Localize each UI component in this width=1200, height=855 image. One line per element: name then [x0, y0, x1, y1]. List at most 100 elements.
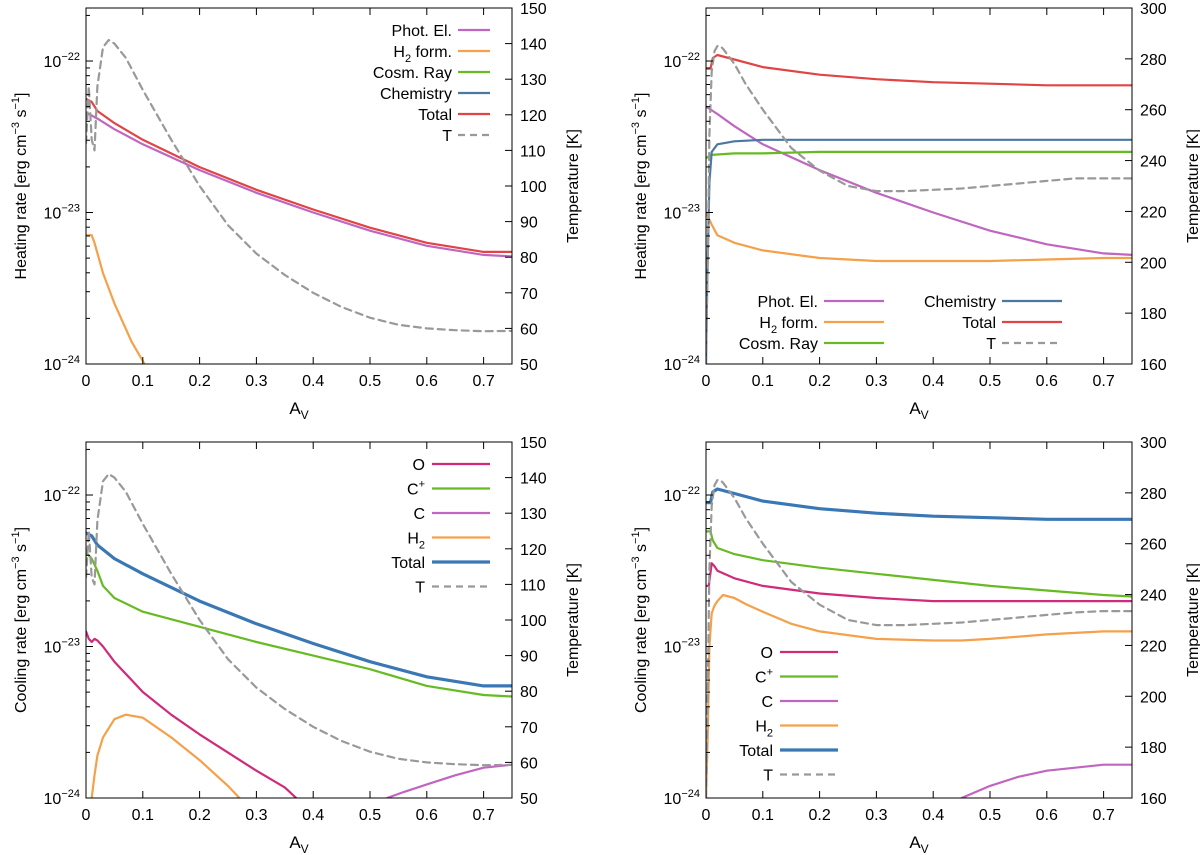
y2-tick-label: 110 — [520, 143, 546, 160]
legend-label: Phot. El. — [758, 294, 818, 311]
series-line-phot-el- — [86, 111, 512, 258]
series-line-c — [385, 763, 512, 798]
y-label-part: ] — [633, 93, 650, 97]
legend-label: H2 form. — [393, 44, 452, 65]
legend-label: H2 form. — [759, 315, 818, 336]
legend-label-end: form. — [411, 44, 452, 61]
series-line-total — [706, 487, 1132, 521]
y2-tick-label: 120 — [520, 108, 547, 125]
y-label-part: Cooling rate [erg cm — [13, 569, 30, 713]
x-tick-label: 0.4 — [302, 373, 324, 390]
y-tick-label: 10−24 — [44, 354, 80, 374]
legend-label: T — [415, 580, 425, 597]
y2-tick-label: 50 — [520, 791, 538, 808]
y-label-sup: −3 — [10, 556, 22, 569]
x-tick-label: 0.7 — [1092, 807, 1114, 824]
x-tick-label: 0.7 — [472, 373, 494, 390]
legend-label: Phot. El. — [392, 23, 452, 40]
y-axis-label: Cooling rate [erg cm−3 s−1] — [630, 527, 650, 713]
y-label-part: s — [13, 110, 30, 122]
y2-tick-label: 200 — [1140, 689, 1167, 706]
x-tick-label: 0.5 — [359, 807, 381, 824]
legend-label: Total — [418, 107, 452, 124]
series-group — [706, 44, 1132, 364]
y-tick-label: 10−22 — [664, 485, 700, 505]
x-tick-label: 0.4 — [302, 807, 324, 824]
y2-tick-label: 300 — [1140, 435, 1167, 452]
legend-label: Chemistry — [380, 86, 452, 103]
y2-tick-label: 90 — [520, 649, 538, 666]
series-line-o — [86, 630, 298, 798]
x-tick-label: 0.3 — [865, 807, 887, 824]
y-label-part: Heating rate [erg cm — [13, 135, 30, 280]
series-line-c — [960, 763, 1132, 798]
y-label-sup: −1 — [10, 97, 22, 110]
y2-tick-label: 70 — [520, 286, 538, 303]
x-tick-label: 0.6 — [1036, 373, 1058, 390]
y-tick-exponent: −23 — [61, 637, 80, 649]
y2-tick-label: 70 — [520, 720, 538, 737]
x-tick-label: 0.6 — [1036, 807, 1058, 824]
x-axis-label: AV — [909, 399, 928, 422]
legend-label: Chemistry — [924, 294, 996, 311]
y2-tick-label: 300 — [1140, 1, 1167, 18]
y2-tick-label: 60 — [520, 755, 538, 772]
x-tick-label: 0.5 — [359, 373, 381, 390]
series-group — [706, 479, 1132, 798]
y2-axis-label: Temperature [K] — [565, 563, 582, 677]
legend-label: O — [413, 457, 425, 474]
y-tick-exponent: −24 — [61, 788, 80, 800]
legend-label: C+ — [407, 479, 425, 499]
y2-axis-label: Temperature [K] — [1185, 563, 1200, 677]
x-tick-label: 0.3 — [245, 807, 267, 824]
panel-1: 0 0.1 0.2 0.3 0.4 0.5 0.6 0.7 10−24 10−23 10−22 50 6… — [10, 1, 582, 422]
y-label-sup: −1 — [630, 531, 642, 544]
legend-label: C+ — [755, 667, 773, 687]
y-tick-label: 10−23 — [664, 203, 700, 223]
y2-tick-label: 120 — [520, 542, 547, 559]
y-tick-exponent: −22 — [61, 485, 80, 497]
legend: Phot. El. H2 form.Cosm. Ray Chemistry Total… — [739, 294, 1062, 353]
y2-tick-label: 140 — [520, 471, 547, 488]
x-tick-label: 0 — [82, 807, 91, 824]
y-tick-label: 10−23 — [44, 637, 80, 657]
x-axis-label-sub: V — [921, 842, 929, 855]
y-tick-exponent: −24 — [681, 788, 700, 800]
x-tick-label: 0.3 — [245, 373, 267, 390]
y2-tick-label: 60 — [520, 321, 538, 338]
y2-axis-label: Temperature [K] — [565, 129, 582, 243]
x-tick-label: 0.2 — [808, 807, 830, 824]
x-axis-label-sub: V — [301, 408, 309, 422]
series-group — [86, 38, 512, 364]
y2-tick-label: 140 — [520, 37, 547, 54]
x-tick-label: 0.4 — [922, 373, 944, 390]
y-label-sup: −3 — [630, 122, 642, 135]
x-tick-label: 0.2 — [808, 373, 830, 390]
x-tick-label: 0.5 — [979, 373, 1001, 390]
y-label-sup: −3 — [630, 556, 642, 569]
y2-tick-label: 260 — [1140, 537, 1167, 554]
legend-label: Cosm. Ray — [739, 336, 818, 353]
series-line-o — [706, 562, 1132, 603]
y-tick-label: 10−22 — [44, 485, 80, 505]
legend: O C+ C H2 Total T — [391, 457, 490, 597]
legend-label-sup: + — [419, 479, 425, 491]
y-tick-exponent: −23 — [681, 637, 700, 649]
series-line-h2 — [706, 211, 1132, 263]
y2-tick-label: 110 — [520, 577, 546, 594]
series-line-c-plus — [706, 530, 1132, 598]
legend-label-end: form. — [777, 315, 818, 332]
plot-frame — [85, 441, 513, 799]
legend-label: C — [761, 694, 773, 711]
series-line-t — [86, 472, 512, 767]
y2-tick-label: 240 — [1140, 588, 1167, 605]
y-tick-exponent: −23 — [61, 203, 80, 215]
series-line-c-plus — [86, 551, 512, 698]
x-tick-label: 0.7 — [1092, 373, 1114, 390]
y-tick-exponent: −22 — [61, 51, 80, 63]
legend-label: H2 — [407, 531, 425, 552]
x-tick-label: 0.2 — [188, 373, 210, 390]
panel-2: 0 0.1 0.2 0.3 0.4 0.5 0.6 0.7 10−24 10−23 10−22 160… — [630, 1, 1200, 422]
plot-frame — [85, 7, 513, 365]
y2-tick-label: 260 — [1140, 103, 1167, 120]
